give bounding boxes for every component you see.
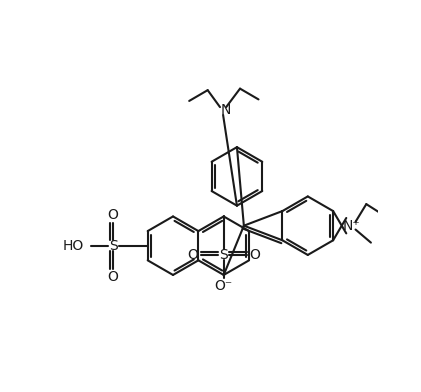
Text: S: S — [219, 248, 228, 262]
Text: O⁻: O⁻ — [215, 279, 233, 293]
Text: O: O — [249, 248, 260, 262]
Text: N⁺: N⁺ — [343, 219, 360, 233]
Text: O: O — [187, 248, 198, 262]
Text: O: O — [108, 208, 118, 222]
Text: O: O — [108, 270, 118, 283]
Text: S: S — [109, 239, 117, 253]
Text: N: N — [221, 103, 232, 117]
Text: HO: HO — [63, 239, 84, 253]
